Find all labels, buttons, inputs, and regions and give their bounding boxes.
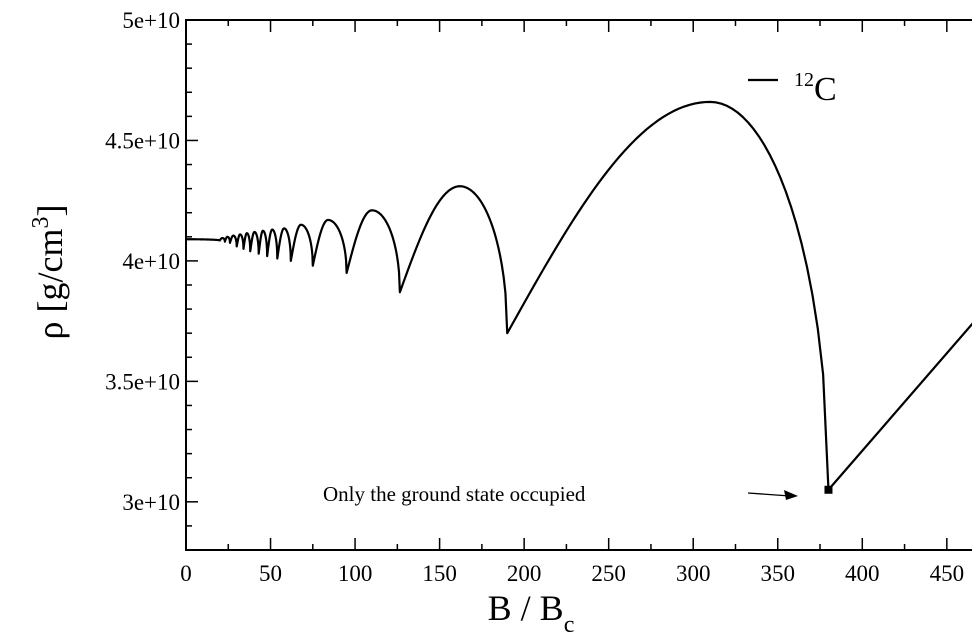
annotation-text: Only the ground state occupied <box>323 482 586 506</box>
y-axis-title: ρ [g/cm3] <box>28 205 70 340</box>
x-tick-label: 100 <box>338 561 373 586</box>
ground-state-marker <box>824 485 833 494</box>
annotation-arrow <box>747 492 791 497</box>
x-tick-label: 0 <box>180 561 192 586</box>
annotation-arrowhead <box>784 490 798 500</box>
y-tick-label: 5e+10 <box>122 8 180 33</box>
x-axis-title: B / Bc <box>488 588 575 635</box>
series-line-12c <box>185 100 972 491</box>
x-tick-label: 300 <box>676 561 711 586</box>
y-tick-label: 4e+10 <box>122 249 180 274</box>
y-tick-label: 4.5e+10 <box>105 128 180 153</box>
x-tick-label: 350 <box>761 561 796 586</box>
x-tick-label: 250 <box>591 561 626 586</box>
legend-label: 12C <box>794 69 837 108</box>
x-tick-label: 200 <box>507 561 542 586</box>
y-tick-label: 3e+10 <box>122 490 180 515</box>
x-tick-label: 450 <box>930 561 965 586</box>
plot-frame <box>185 19 972 551</box>
x-tick-label: 400 <box>845 561 880 586</box>
x-tick-label: 150 <box>422 561 457 586</box>
tick-labels: 0 50 100 150 200 250 300 350 400 450 3e+10 3.5e+10 4… <box>105 8 964 586</box>
x-tick-label: 50 <box>259 561 282 586</box>
ticks <box>185 19 948 551</box>
y-tick-label: 3.5e+10 <box>105 369 180 394</box>
